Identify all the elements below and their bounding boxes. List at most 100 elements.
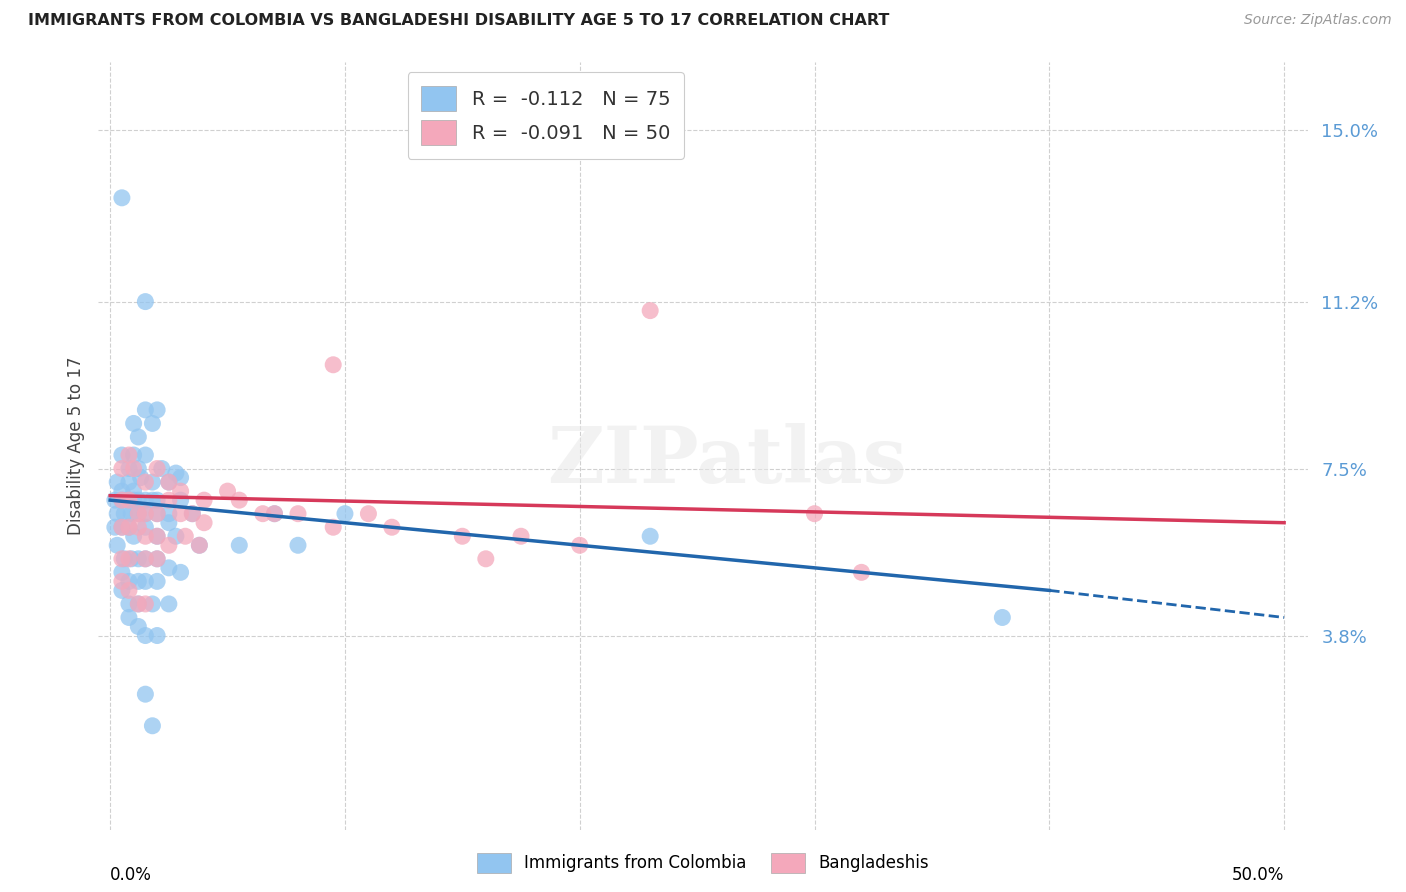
Point — [127, 619, 149, 633]
Point — [188, 538, 211, 552]
Point — [118, 551, 141, 566]
Point — [111, 520, 134, 534]
Point — [169, 484, 191, 499]
Point — [568, 538, 591, 552]
Point — [146, 493, 169, 508]
Point — [127, 551, 149, 566]
Point — [129, 470, 152, 484]
Point — [122, 529, 145, 543]
Point — [157, 507, 180, 521]
Point — [127, 507, 149, 521]
Point — [851, 566, 873, 580]
Point — [105, 507, 128, 521]
Point — [991, 610, 1014, 624]
Point — [146, 507, 169, 521]
Point — [228, 538, 250, 552]
Legend: Immigrants from Colombia, Bangladeshis: Immigrants from Colombia, Bangladeshis — [471, 847, 935, 880]
Point — [111, 551, 134, 566]
Point — [165, 529, 187, 543]
Point — [146, 628, 169, 642]
Point — [146, 551, 169, 566]
Point — [181, 507, 204, 521]
Point — [127, 597, 149, 611]
Point — [381, 520, 404, 534]
Point — [475, 551, 498, 566]
Point — [118, 574, 141, 589]
Point — [333, 507, 356, 521]
Point — [510, 529, 533, 543]
Point — [112, 507, 135, 521]
Point — [111, 583, 134, 598]
Point — [169, 493, 191, 508]
Point — [104, 493, 127, 508]
Point — [146, 507, 169, 521]
Point — [146, 574, 169, 589]
Text: Source: ZipAtlas.com: Source: ZipAtlas.com — [1244, 13, 1392, 28]
Point — [157, 538, 180, 552]
Point — [157, 493, 180, 508]
Point — [157, 561, 180, 575]
Point — [134, 493, 156, 508]
Legend: R =  -0.112   N = 75, R =  -0.091   N = 50: R = -0.112 N = 75, R = -0.091 N = 50 — [408, 72, 683, 159]
Point — [146, 551, 169, 566]
Text: 50.0%: 50.0% — [1232, 865, 1284, 884]
Point — [146, 461, 169, 475]
Point — [263, 507, 285, 521]
Point — [169, 507, 191, 521]
Point — [118, 475, 141, 489]
Point — [111, 461, 134, 475]
Point — [134, 551, 156, 566]
Point — [188, 538, 211, 552]
Point — [146, 403, 169, 417]
Point — [134, 507, 156, 521]
Point — [150, 461, 173, 475]
Point — [134, 687, 156, 701]
Point — [111, 520, 134, 534]
Point — [122, 484, 145, 499]
Point — [104, 520, 127, 534]
Point — [181, 507, 204, 521]
Point — [141, 493, 163, 508]
Point — [252, 507, 274, 521]
Point — [287, 538, 309, 552]
Point — [122, 493, 145, 508]
Point — [174, 529, 197, 543]
Point — [127, 574, 149, 589]
Point — [118, 520, 141, 534]
Point — [146, 529, 169, 543]
Point — [134, 529, 156, 543]
Point — [157, 475, 180, 489]
Point — [193, 516, 215, 530]
Point — [141, 417, 163, 431]
Point — [134, 403, 156, 417]
Point — [146, 529, 169, 543]
Point — [111, 484, 134, 499]
Point — [322, 520, 344, 534]
Point — [122, 448, 145, 462]
Point — [118, 461, 141, 475]
Point — [134, 475, 156, 489]
Point — [165, 466, 187, 480]
Point — [134, 520, 156, 534]
Point — [169, 470, 191, 484]
Point — [803, 507, 825, 521]
Point — [157, 516, 180, 530]
Point — [127, 507, 149, 521]
Point — [134, 597, 156, 611]
Point — [118, 448, 141, 462]
Point — [134, 294, 156, 309]
Point — [118, 493, 141, 508]
Point — [638, 529, 661, 543]
Point — [112, 551, 135, 566]
Point — [118, 597, 141, 611]
Point — [122, 461, 145, 475]
Point — [105, 475, 128, 489]
Point — [157, 475, 180, 489]
Point — [134, 628, 156, 642]
Point — [118, 583, 141, 598]
Point — [157, 597, 180, 611]
Point — [169, 566, 191, 580]
Point — [217, 484, 239, 499]
Text: 0.0%: 0.0% — [110, 865, 152, 884]
Point — [118, 493, 141, 508]
